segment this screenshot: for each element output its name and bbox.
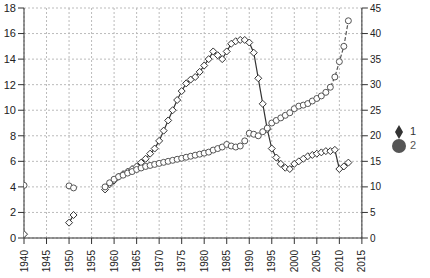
html-text:1: 1 [409,124,416,137]
svg-text:20: 20 [370,130,382,141]
svg-text:25: 25 [370,105,382,116]
svg-text:1985: 1985 [221,250,232,273]
svg-text:1965: 1965 [131,250,142,273]
svg-text:0: 0 [370,233,376,244]
svg-text:1940: 1940 [19,250,30,273]
svg-text:4: 4 [10,181,16,193]
svg-text:12: 12 [8,79,16,91]
svg-text:8: 8 [10,130,16,142]
svg-text:2000: 2000 [289,250,300,273]
svg-text:18: 18 [8,2,16,14]
svg-text:1960: 1960 [109,250,120,273]
svg-text:1955: 1955 [86,250,97,273]
svg-text:1995: 1995 [266,250,277,273]
svg-text:6: 6 [10,155,16,167]
svg-text:10: 10 [370,181,382,192]
svg-text:1970: 1970 [154,250,165,273]
svg-text:15: 15 [370,156,382,167]
svg-text:5: 5 [370,207,376,218]
html-text:2: 2 [409,139,416,151]
svg-text:0: 0 [10,232,16,244]
svg-text:2010: 2010 [334,250,345,273]
svg-text:2: 2 [10,206,16,218]
svg-text:1975: 1975 [176,250,187,273]
svg-text:16: 16 [8,27,16,39]
svg-text:14: 14 [8,53,16,65]
svg-text:40: 40 [370,28,382,39]
svg-text:1980: 1980 [199,250,210,273]
svg-text:45: 45 [370,3,382,14]
svg-text:1990: 1990 [244,250,255,273]
svg-text:2015: 2015 [356,250,367,273]
svg-text:1945: 1945 [41,250,52,273]
svg-text:2005: 2005 [311,250,322,273]
svg-text:30: 30 [370,79,382,90]
svg-text:35: 35 [370,54,382,65]
svg-text:10: 10 [8,104,16,116]
svg-text:1950: 1950 [64,250,75,273]
